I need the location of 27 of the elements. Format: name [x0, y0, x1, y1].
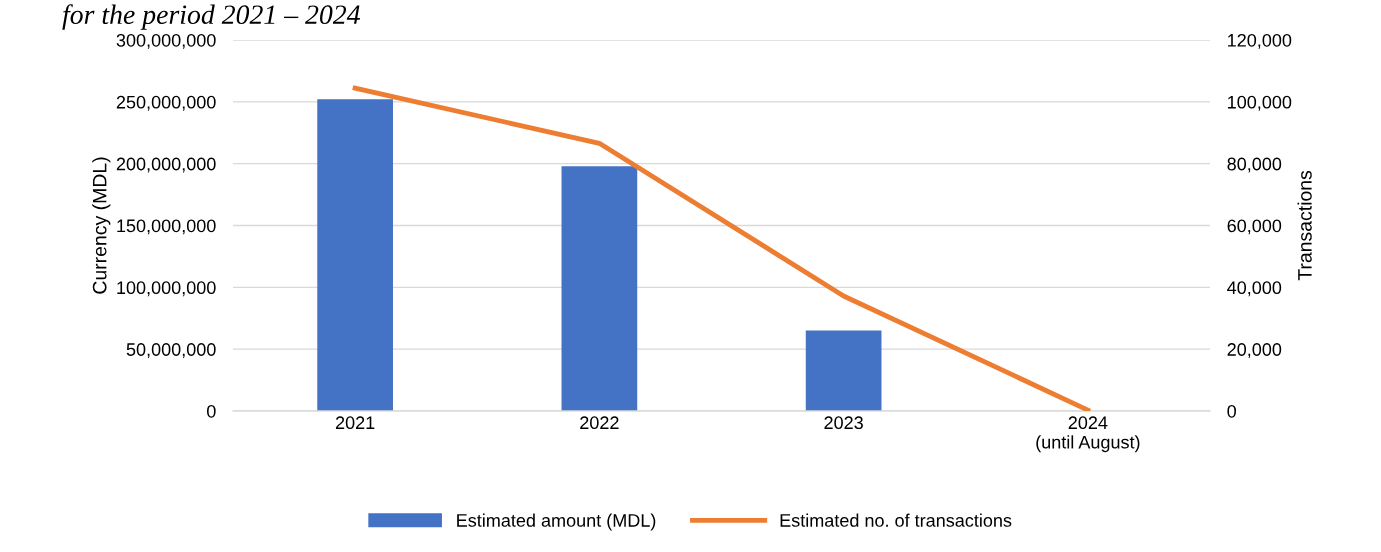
chart-title: for the period 2021 – 2024 [62, 4, 360, 30]
y2-tick-label: 80,000 [1227, 157, 1282, 173]
x-tick-label: 2023 [824, 416, 863, 430]
y2-tick-label: 20,000 [1227, 343, 1282, 359]
y-tick-label: 250,000,000 [116, 95, 216, 111]
y2-tick-label: 120,000 [1228, 33, 1292, 49]
bar [805, 330, 882, 411]
y2-tick-label: 100,000 [1228, 95, 1292, 111]
legend-label: Estimated amount (MDL) [457, 513, 656, 531]
y2-tick-label: 60,000 [1227, 219, 1282, 235]
y-tick-label: 150,000,000 [117, 219, 216, 235]
y-tick-label: 200,000,000 [116, 157, 216, 173]
legend-label: Estimated no. of transactions [780, 513, 1012, 527]
y-tick-label: 0 [207, 404, 216, 418]
y2-tick-label: 0 [1227, 404, 1236, 418]
y-tick-label: 300,000,000 [116, 33, 216, 49]
x-tick-label: 2024 (until August) [1036, 416, 1140, 453]
line-series [352, 85, 1091, 411]
y-axis-title: Currency (MDL) [92, 157, 111, 294]
y2-axis-title: Transactions [1297, 170, 1312, 281]
x-tick-label: 2022 [580, 416, 619, 430]
bar [317, 99, 393, 411]
y-tick-label: 100,000,000 [117, 281, 216, 297]
y-tick-label: 50,000,000 [126, 343, 216, 359]
bar [561, 166, 638, 411]
y2-tick-label: 40,000 [1227, 281, 1282, 297]
x-tick-label: 2021 [335, 416, 375, 430]
